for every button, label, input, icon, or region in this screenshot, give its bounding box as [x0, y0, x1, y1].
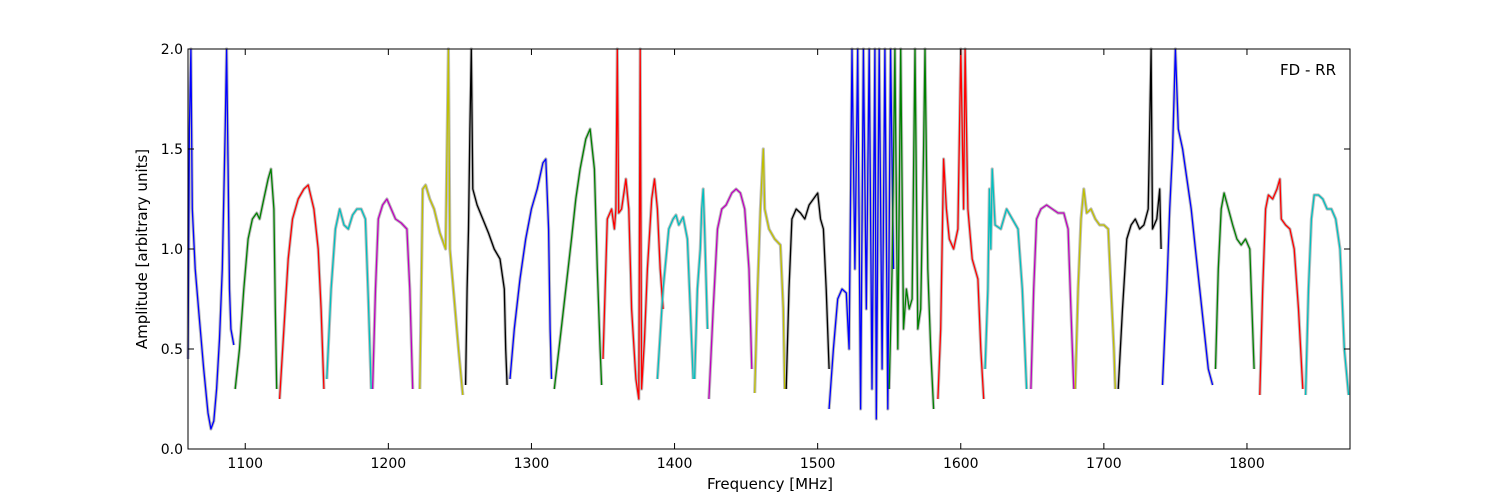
- raw-data-line: [233, 167, 279, 390]
- plot-frame: [187, 48, 1351, 450]
- series-line-6: [419, 48, 464, 396]
- raw-data-line: [325, 207, 373, 390]
- series-line-11: [656, 214, 694, 380]
- raw-data-line: [371, 197, 415, 390]
- series-line-25: [1259, 178, 1304, 396]
- series-line-15: [785, 192, 830, 390]
- series-line-14: [754, 148, 786, 394]
- series-line-22: [1117, 48, 1162, 390]
- series-line-20: [1030, 204, 1075, 390]
- x-tick-label: 1200: [371, 456, 407, 472]
- chart-annotation: FD - RR: [1280, 61, 1336, 79]
- raw-data-line: [784, 191, 831, 390]
- raw-data-line: [508, 157, 554, 380]
- series-line-10: [602, 48, 664, 400]
- plot-border: [187, 48, 1351, 450]
- x-tick-label: 1600: [943, 456, 979, 472]
- raw-data-line: [1116, 47, 1163, 390]
- x-tick-label: 1700: [1086, 456, 1122, 472]
- raw-data-line: [418, 47, 465, 396]
- x-tick-label: 1100: [227, 456, 263, 472]
- x-tick-label: 1400: [657, 456, 693, 472]
- series-line-2: [234, 168, 278, 390]
- series-line-19: [984, 168, 1028, 390]
- x-tick-label: 1300: [514, 456, 550, 472]
- raw-data-line: [1029, 203, 1076, 390]
- y-tick-label: 1.0: [161, 242, 183, 258]
- series-line-8: [509, 158, 553, 380]
- y-tick-label: 1.5: [161, 142, 183, 158]
- y-tick-label: 2.0: [161, 42, 183, 58]
- series-line-26: [1304, 194, 1350, 396]
- raw-data-line: [753, 147, 787, 394]
- series-line-9: [553, 128, 603, 390]
- series-line-7: [464, 48, 508, 386]
- series-line-24: [1214, 192, 1255, 370]
- series-line-23: [1161, 48, 1214, 386]
- y-tick-label: 0.0: [161, 442, 183, 458]
- ticks-layer: 1100 1200 1300 1400 1500 1600 1700 1800 0.0 0.5 1.…: [161, 42, 1350, 472]
- series-line-21: [1074, 188, 1116, 390]
- series-line-16: [828, 48, 895, 420]
- series-line-1: [187, 48, 235, 430]
- x-tick-label: 1800: [1229, 456, 1265, 472]
- x-axis-label: Frequency [MHz]: [707, 475, 833, 493]
- series-line-17: [888, 48, 935, 410]
- series-layer: [187, 48, 1350, 430]
- x-tick-label: 1500: [800, 456, 836, 472]
- raw-data-line: [936, 47, 986, 400]
- series-line-5: [371, 198, 414, 390]
- raw-data-line: [601, 47, 665, 401]
- series-line-12: [693, 188, 709, 380]
- series-line-3: [278, 184, 325, 400]
- y-axis-label: Amplitude [arbitrary units]: [133, 149, 151, 349]
- series-line-4: [326, 208, 372, 390]
- series-line-13: [708, 188, 753, 400]
- y-tick-label: 0.5: [161, 342, 183, 358]
- raw-data-layer: [186, 47, 1351, 431]
